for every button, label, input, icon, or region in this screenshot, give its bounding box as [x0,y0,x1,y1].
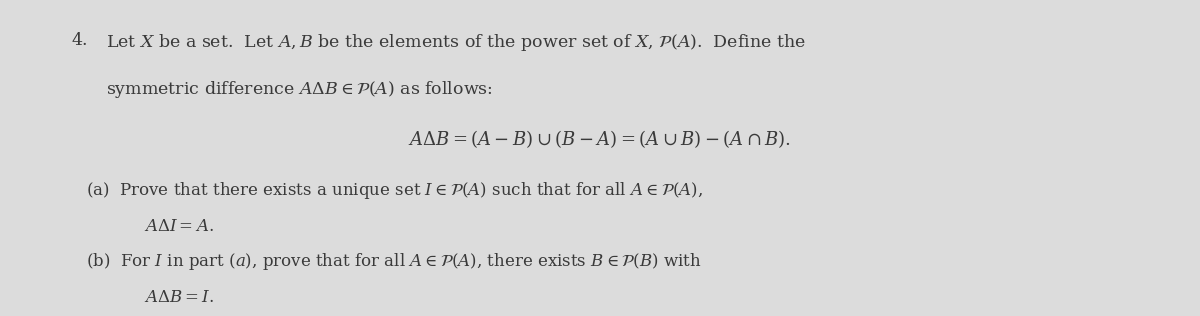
Text: $A\Delta B = (A - B) \cup (B - A) = (A \cup B) - (A \cap B).$: $A\Delta B = (A - B) \cup (B - A) = (A \… [408,129,792,150]
Text: (b)  For $I$ in part $(a)$, prove that for all $A \in \mathcal{P}(A)$, there exi: (b) For $I$ in part $(a)$, prove that fo… [86,251,702,272]
Text: $A\Delta B = I$.: $A\Delta B = I$. [144,289,214,306]
Text: Let $X$ be a set.  Let $A, B$ be the elements of the power set of $X$, $\mathcal: Let $X$ be a set. Let $A, B$ be the elem… [106,32,805,53]
Text: $A\Delta I = A$.: $A\Delta I = A$. [144,218,214,235]
Text: (a)  Prove that there exists a unique set $I \in \mathcal{P}(A)$ such that for a: (a) Prove that there exists a unique set… [86,180,703,201]
Text: symmetric difference $A\Delta B \in \mathcal{P}(A)$ as follows:: symmetric difference $A\Delta B \in \mat… [106,79,492,100]
Text: 4.: 4. [72,32,89,49]
